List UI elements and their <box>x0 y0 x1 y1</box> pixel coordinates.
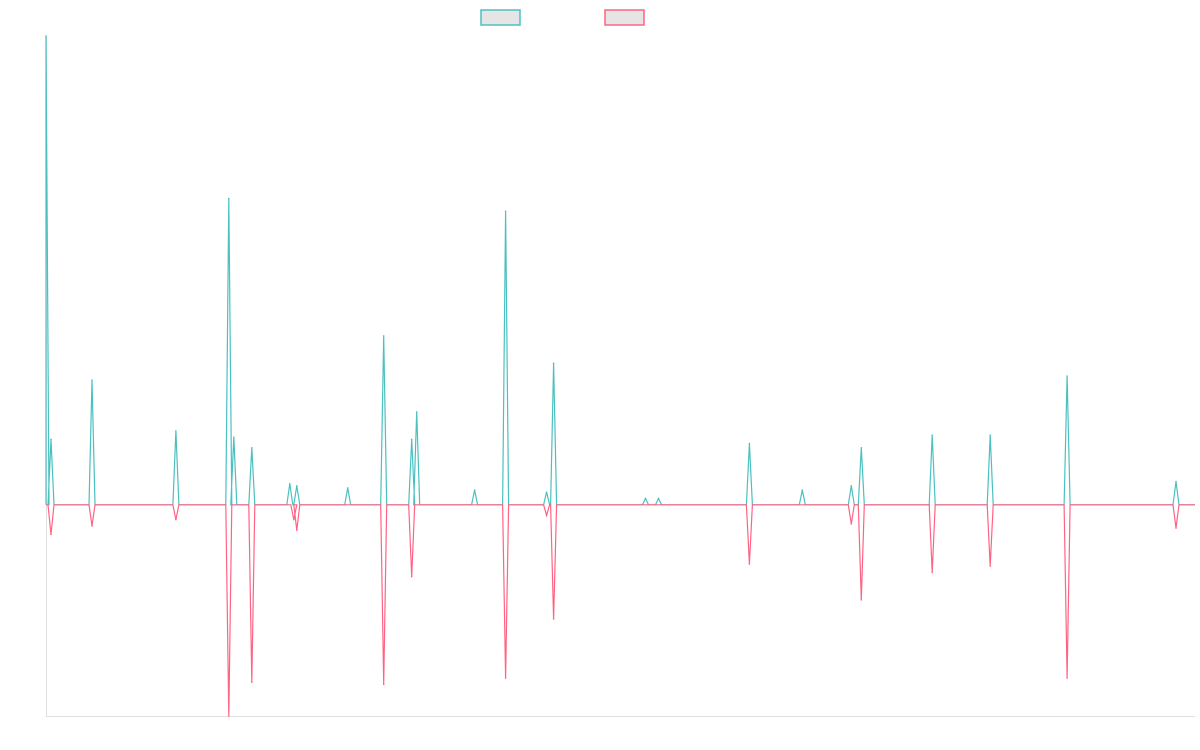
data-point-series-1[interactable] <box>931 434 934 436</box>
data-point-series-1[interactable] <box>346 487 349 489</box>
data-point-series-1[interactable] <box>552 362 555 365</box>
data-point-series-2[interactable] <box>748 563 751 565</box>
series-line-1 <box>45 35 1195 506</box>
data-point-series-1[interactable] <box>644 497 647 500</box>
data-point-series-1[interactable] <box>801 489 804 491</box>
data-point-series-1[interactable] <box>410 438 413 441</box>
data-point-series-1[interactable] <box>657 497 660 500</box>
data-point-series-2[interactable] <box>410 575 413 578</box>
data-point-series-1[interactable] <box>288 482 291 485</box>
data-point-series-2[interactable] <box>504 677 507 679</box>
data-point-series-2[interactable] <box>292 518 295 521</box>
data-point-series-2[interactable] <box>91 525 93 527</box>
data-point-series-1[interactable] <box>50 438 52 441</box>
data-point-series-2[interactable] <box>931 571 934 574</box>
data-point-series-2[interactable] <box>382 683 385 686</box>
data-point-series-1[interactable] <box>175 430 177 432</box>
legend-swatch-series-2[interactable] <box>604 9 645 26</box>
data-point-series-1[interactable] <box>228 197 230 200</box>
data-point-series-1[interactable] <box>1066 375 1068 377</box>
data-point-series-1[interactable] <box>504 210 507 213</box>
data-point-series-2[interactable] <box>545 514 548 517</box>
data-point-series-2[interactable] <box>295 529 298 531</box>
data-point-series-1[interactable] <box>45 35 47 37</box>
data-point-series-2[interactable] <box>989 565 991 567</box>
series-line-2 <box>46 504 1195 717</box>
data-point-series-2[interactable] <box>228 715 230 717</box>
data-point-series-1[interactable] <box>415 411 418 413</box>
data-point-series-1[interactable] <box>545 491 548 493</box>
data-point-series-1[interactable] <box>850 485 853 487</box>
legend-swatch-series-1[interactable] <box>480 9 521 26</box>
data-point-series-2[interactable] <box>1066 677 1068 679</box>
data-point-series-2[interactable] <box>251 681 253 684</box>
legend <box>480 9 645 26</box>
data-point-series-1[interactable] <box>91 379 93 382</box>
data-point-series-1[interactable] <box>382 335 385 337</box>
data-point-series-2[interactable] <box>50 533 52 536</box>
data-point-series-2[interactable] <box>175 518 177 521</box>
data-point-series-2[interactable] <box>860 599 863 601</box>
data-point-series-1[interactable] <box>473 489 476 491</box>
data-point-series-1[interactable] <box>233 436 235 439</box>
data-point-series-2[interactable] <box>850 523 853 525</box>
data-point-series-2[interactable] <box>1175 527 1177 529</box>
data-point-series-1[interactable] <box>295 485 298 487</box>
data-point-series-1[interactable] <box>748 442 751 445</box>
data-point-series-1[interactable] <box>251 447 253 449</box>
data-point-series-2[interactable] <box>552 618 555 620</box>
data-point-series-1[interactable] <box>989 434 991 436</box>
data-point-series-1[interactable] <box>1175 480 1177 483</box>
data-point-series-1[interactable] <box>860 447 863 449</box>
